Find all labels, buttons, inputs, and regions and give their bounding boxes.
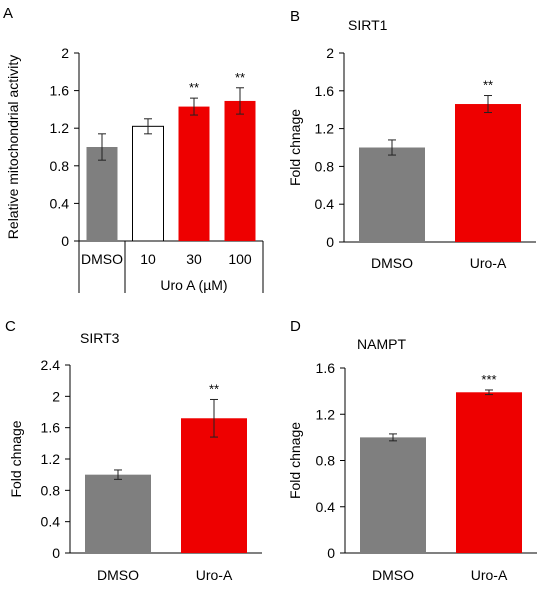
bar-uro-a xyxy=(456,392,522,553)
significance-marker: ** xyxy=(483,78,493,93)
y-tick-label: 0.4 xyxy=(41,514,61,530)
bar-uro-a xyxy=(455,104,521,242)
y-tick-label: 0.8 xyxy=(316,453,336,469)
y-tick-label: 0 xyxy=(326,234,334,250)
y-tick-label: 0.8 xyxy=(315,158,335,174)
significance-marker: ** xyxy=(209,381,219,396)
panel-label: C xyxy=(5,318,16,335)
y-tick-label: 0.4 xyxy=(315,196,335,212)
significance-marker: *** xyxy=(481,372,496,387)
y-axis-label: Relative mitochondrial activity xyxy=(5,55,21,239)
y-axis-label: Fold chnage xyxy=(287,109,303,186)
y-tick-label: 1.6 xyxy=(50,83,70,99)
significance-marker: ** xyxy=(235,70,245,85)
panel-label: D xyxy=(290,318,301,335)
x-tick-label: Uro-A xyxy=(196,567,233,583)
x-tick-label: 30 xyxy=(186,251,202,267)
panel-label: A xyxy=(3,5,13,22)
y-tick-label: 0.4 xyxy=(316,499,336,515)
x-tick-label: Uro-A xyxy=(470,255,507,271)
y-tick-label: 2 xyxy=(52,388,60,404)
bar-uro-a xyxy=(181,418,247,553)
x-axis-label: Uro A (µM) xyxy=(160,277,227,293)
y-tick-label: 1.6 xyxy=(41,420,61,436)
panel-label: B xyxy=(290,8,300,25)
x-tick-label: 100 xyxy=(228,251,252,267)
panel-b: B SIRT1 Fold chnage 0 0.4 0.8 1.2 1.6 2 DMSO ** Uro… xyxy=(287,8,536,271)
bar-dmso xyxy=(360,437,426,553)
bar-100 xyxy=(224,100,256,241)
bar-dmso xyxy=(359,147,425,242)
y-tick-label: 2.4 xyxy=(41,357,61,373)
y-tick-label: 0.8 xyxy=(41,482,61,498)
x-tick-label: DMSO xyxy=(372,567,414,583)
y-tick-label: 0.8 xyxy=(50,158,70,174)
y-axis-label: Fold chnage xyxy=(287,422,303,499)
y-tick-label: 0.4 xyxy=(50,195,70,211)
y-tick-label: 1.2 xyxy=(41,451,61,467)
x-tick-label: 10 xyxy=(140,251,156,267)
y-tick-label: 0 xyxy=(52,545,60,561)
bar-dmso xyxy=(85,474,151,553)
y-tick-label: 0 xyxy=(327,545,335,561)
y-tick-label: 1.6 xyxy=(315,83,335,99)
y-axis-label: Fold chnage xyxy=(8,420,24,497)
chart-title: SIRT3 xyxy=(80,330,120,346)
y-tick-label: 1.2 xyxy=(315,121,335,137)
bar-dmso xyxy=(86,147,118,241)
y-tick-label: 2 xyxy=(326,45,334,61)
panel-d: D NAMPT Fold chnage 0 0.4 0.8 1.2 1.6 DMSO *** Uro… xyxy=(287,318,537,583)
bar-10 xyxy=(132,125,164,242)
y-tick-label: 0 xyxy=(61,233,69,249)
y-tick-label: 1.2 xyxy=(316,406,336,422)
significance-marker: ** xyxy=(189,80,199,95)
chart-title: SIRT1 xyxy=(348,17,388,33)
x-tick-label: DMSO xyxy=(97,567,139,583)
chart-title: NAMPT xyxy=(357,336,406,352)
bar-30 xyxy=(178,106,210,241)
x-tick-label: DMSO xyxy=(371,255,413,271)
x-tick-label: DMSO xyxy=(81,251,123,267)
panel-c: C SIRT3 Fold chnage 0 0.4 0.8 1.2 1.6 2 2.4 DMSO **… xyxy=(5,318,262,583)
panel-a: A Relative mitochondrial activity 0 0.4 0.8 1… xyxy=(3,5,264,293)
y-tick-label: 1.6 xyxy=(316,360,336,376)
y-tick-label: 2 xyxy=(61,45,69,61)
x-tick-label: Uro-A xyxy=(471,567,508,583)
y-tick-label: 1.2 xyxy=(50,120,70,136)
